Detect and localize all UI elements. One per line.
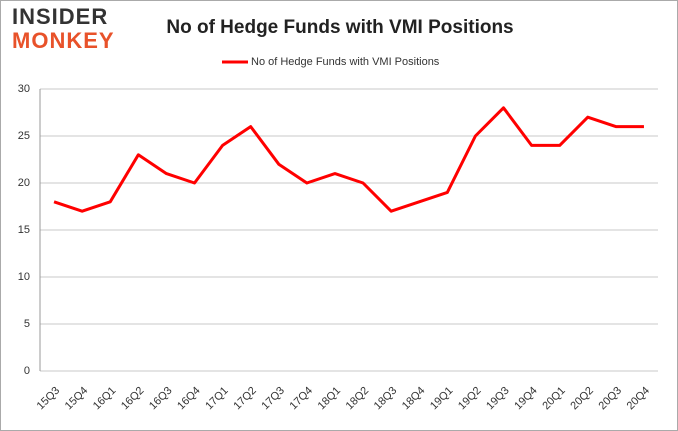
logo-line2: MONKEY bbox=[12, 28, 115, 53]
legend-label: No of Hedge Funds with VMI Positions bbox=[251, 56, 440, 68]
y-tick-label: 15 bbox=[18, 224, 30, 236]
y-tick-label: 0 bbox=[24, 365, 30, 377]
y-tick-label: 20 bbox=[18, 177, 30, 189]
y-tick-label: 25 bbox=[18, 130, 30, 142]
y-tick-label: 30 bbox=[18, 83, 30, 95]
y-tick-label: 10 bbox=[18, 271, 30, 283]
y-tick-label: 5 bbox=[24, 318, 30, 330]
chart-title: No of Hedge Funds with VMI Positions bbox=[166, 17, 513, 38]
logo-line1: INSIDER bbox=[12, 4, 108, 29]
series-line bbox=[53, 106, 644, 213]
